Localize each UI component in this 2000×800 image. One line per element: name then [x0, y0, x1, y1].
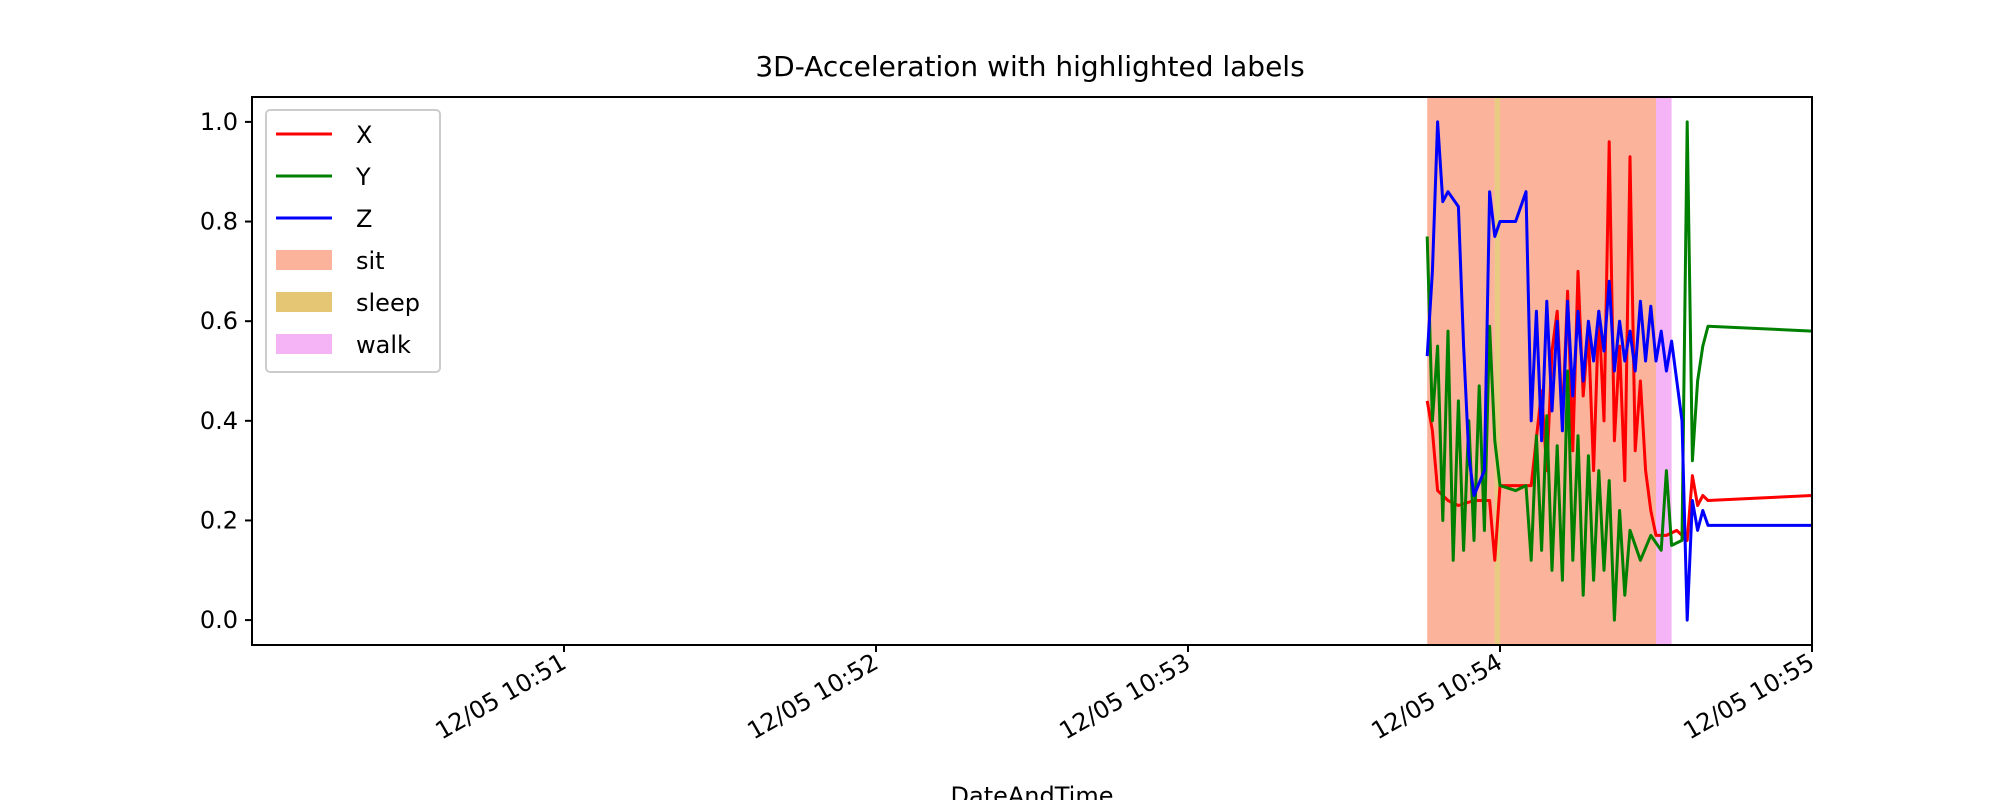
- series-line-x: [1425, 140, 1813, 562]
- y-axis: 0.0 0.2 0.4 0.6 0.8 1.0: [200, 108, 252, 634]
- region-sleep: [1494, 97, 1500, 645]
- legend-label-z: Z: [356, 205, 372, 233]
- region-walk: [1656, 97, 1672, 645]
- legend-label-sit: sit: [356, 247, 385, 275]
- legend-swatch-walk: [276, 334, 332, 354]
- plot-frame: [251, 96, 1813, 646]
- series-line-z: [1425, 120, 1812, 622]
- series-lines: [1425, 120, 1813, 622]
- y-tick-label: 0.4: [200, 407, 238, 435]
- chart-title: 3D-Acceleration with highlighted labels: [755, 50, 1304, 83]
- legend-label-x: X: [356, 121, 372, 149]
- legend-swatch-sleep: [276, 292, 332, 312]
- legend-label-sleep: sleep: [356, 289, 420, 317]
- y-tick-label: 0.6: [200, 307, 238, 335]
- y-tick-label: 0.0: [200, 606, 238, 634]
- x-axis-label: DateAndTime: [951, 782, 1114, 800]
- y-tick-label: 0.8: [200, 208, 238, 236]
- legend-label-walk: walk: [356, 331, 411, 359]
- legend-swatch-sit: [276, 250, 332, 270]
- y-tick-label: 0.2: [200, 506, 238, 534]
- legend-label-y: Y: [355, 163, 371, 191]
- legend-box: [265, 109, 441, 373]
- y-tick-label: 1.0: [200, 108, 238, 136]
- series-line-y: [1425, 120, 1813, 622]
